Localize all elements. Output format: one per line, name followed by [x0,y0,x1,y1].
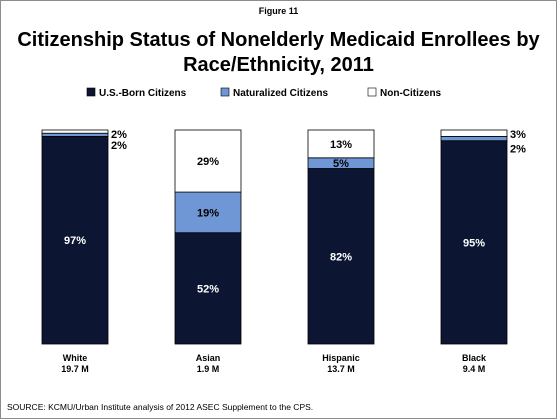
data-label-white-naturalized: 2% [111,140,127,152]
category-label-hispanic: Hispanic [322,353,360,363]
data-label-black-us-born: 95% [463,237,485,249]
category-label-asian: Asian [196,353,221,363]
figure-number: Figure 11 [258,6,299,16]
legend-label-1: U.S.-Born Citizens [99,88,187,99]
data-label-hispanic-non-citizens: 13% [330,139,352,151]
category-sublabel-asian: 1.9 M [197,364,220,374]
legend-swatch-3 [367,87,377,97]
data-label-black-non-citizens: 3% [510,129,526,141]
chart-title-line-2: Race/Ethnicity, 2011 [183,54,374,76]
legend-swatch-1 [86,87,96,97]
bar-asian-non-citizens [174,129,242,193]
category-sublabel-black: 9.4 M [463,364,486,374]
source-note: SOURCE: KCMU/Urban Institute analysis of… [7,402,314,412]
legend-label-2: Naturalized Citizens [233,88,328,99]
bar-white-naturalized [41,132,109,137]
data-label-white-us-born: 97% [64,235,86,247]
bar-white-us-born [41,136,109,345]
category-label-white: White [63,353,88,363]
data-label-hispanic-naturalized: 5% [333,158,349,170]
bar-asian-us-born [174,232,242,345]
data-label-black-naturalized: 2% [510,143,526,155]
bar-black-naturalized [440,136,508,142]
category-sublabel-hispanic: 13.7 M [327,364,355,374]
category-sublabel-white: 19.7 M [61,364,89,374]
bar-white-non-citizens [41,129,109,134]
bar-black-non-citizens [440,129,508,137]
chart-title: Citizenship Status of Nonelderly Medicai… [0,28,557,78]
bar-hispanic-non-citizens [307,129,375,159]
data-label-white-non-citizens: 2% [111,129,127,141]
data-label-asian-us-born: 52% [197,283,219,295]
legend-swatch-2 [220,87,230,97]
data-label-asian-naturalized: 19% [197,207,219,219]
legend-label-3: Non-Citizens [380,88,442,99]
bar-black-us-born [440,140,508,345]
chart-title-line-1: Citizenship Status of Nonelderly Medicai… [17,29,540,51]
category-label-black: Black [462,353,487,363]
data-label-asian-non-citizens: 29% [197,156,219,168]
data-label-hispanic-us-born: 82% [330,251,352,263]
